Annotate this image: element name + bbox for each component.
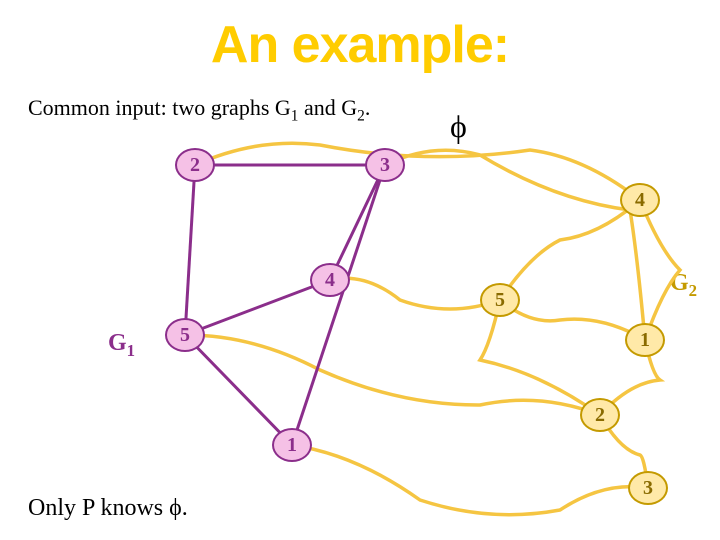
g2-node-4: 4 [620, 183, 660, 217]
g1-node-2: 2 [175, 148, 215, 182]
g2-node-5: 5 [480, 283, 520, 317]
g1-node-1: 1 [272, 428, 312, 462]
mapping-edges [185, 143, 648, 514]
g1-node-4: 4 [310, 263, 350, 297]
g1-node-3: 3 [365, 148, 405, 182]
g2-node-3: 3 [628, 471, 668, 505]
g2-node-2: 2 [580, 398, 620, 432]
g1-edges [185, 165, 385, 445]
g2-node-1: 1 [625, 323, 665, 357]
g1-node-5: 5 [165, 318, 205, 352]
edges-layer [0, 0, 720, 540]
